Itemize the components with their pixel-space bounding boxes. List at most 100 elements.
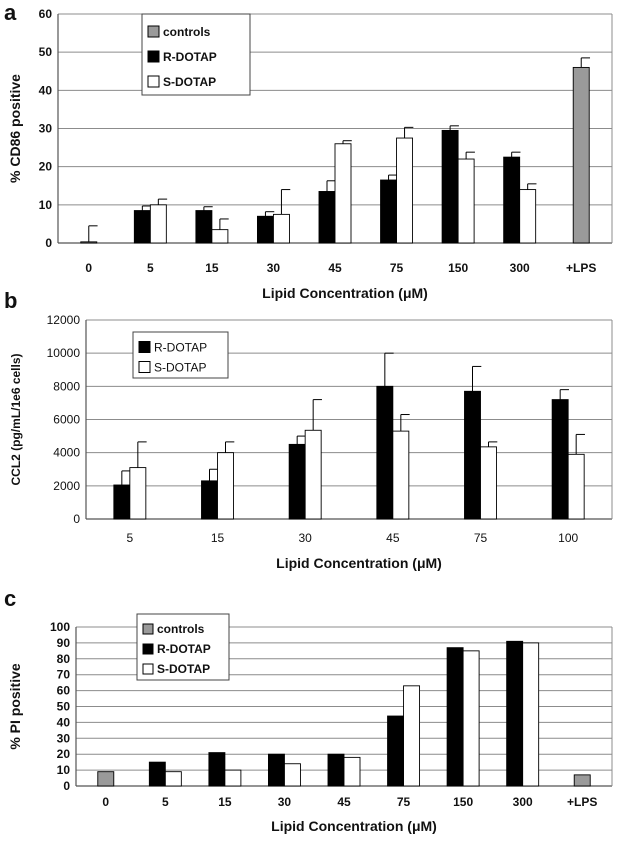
bar-R-DOTAP-75 bbox=[387, 715, 405, 787]
legend-swatch-controls bbox=[147, 25, 160, 38]
bar-R-DOTAP-75 bbox=[464, 390, 481, 520]
legend-swatch-R-DOTAP bbox=[138, 341, 151, 353]
x-tick-label: 30 bbox=[267, 261, 281, 275]
y-tick-label: 60 bbox=[39, 7, 53, 21]
bar-S-DOTAP-75 bbox=[396, 137, 414, 244]
y-tick-label: 80 bbox=[57, 652, 71, 666]
bar-R-DOTAP-75 bbox=[380, 179, 398, 244]
y-axis-title: CCL2 (pg/mL/1e6 cells) bbox=[9, 353, 23, 485]
panel-letter-c: c bbox=[4, 586, 16, 611]
y-tick-label: 0 bbox=[73, 512, 80, 526]
bar-R-DOTAP-15 bbox=[201, 480, 218, 520]
y-tick-label: 90 bbox=[57, 636, 71, 650]
x-tick-label: 5 bbox=[162, 795, 169, 809]
x-tick-label: 0 bbox=[85, 261, 92, 275]
y-tick-label: 0 bbox=[63, 779, 70, 793]
bar-S-DOTAP-30 bbox=[272, 213, 290, 244]
bar-controls-0 bbox=[80, 241, 98, 244]
bar-S-DOTAP-30 bbox=[304, 429, 322, 520]
legend-label-R-DOTAP: R-DOTAP bbox=[163, 50, 217, 64]
legend-label-S-DOTAP: S-DOTAP bbox=[157, 662, 210, 676]
bar-R-DOTAP-300 bbox=[506, 640, 524, 787]
y-tick-label: 30 bbox=[39, 122, 53, 136]
bar-R-DOTAP-5 bbox=[113, 484, 131, 520]
y-tick-label: 6000 bbox=[53, 413, 80, 427]
bar-R-DOTAP-30 bbox=[256, 215, 274, 244]
bar-R-DOTAP-30 bbox=[267, 753, 285, 787]
bar-controls-+LPS bbox=[572, 66, 590, 244]
bar-S-DOTAP-150 bbox=[457, 158, 475, 244]
bar-R-DOTAP-300 bbox=[503, 156, 521, 244]
y-tick-label: 100 bbox=[50, 620, 70, 634]
x-tick-label: +LPS bbox=[567, 795, 597, 809]
bar-S-DOTAP-300 bbox=[519, 189, 537, 244]
legend-label-S-DOTAP: S-DOTAP bbox=[154, 361, 206, 375]
bar-R-DOTAP-150 bbox=[441, 129, 459, 244]
x-axis-title: Lipid Concentration (μM) bbox=[262, 285, 428, 301]
bar-R-DOTAP-15 bbox=[208, 752, 226, 787]
legend-swatch-controls bbox=[142, 623, 154, 635]
legend-swatch-R-DOTAP bbox=[142, 643, 154, 655]
x-axis-title: Lipid Concentration (μM) bbox=[271, 818, 437, 834]
bar-S-DOTAP-100 bbox=[567, 453, 585, 520]
bar-S-DOTAP-75 bbox=[480, 446, 497, 520]
x-tick-label: 45 bbox=[386, 531, 400, 545]
y-axis-title: % CD86 positive bbox=[7, 74, 23, 183]
bar-R-DOTAP-45 bbox=[327, 753, 345, 787]
y-tick-label: 8000 bbox=[53, 379, 80, 393]
legend-label-R-DOTAP: R-DOTAP bbox=[157, 642, 211, 656]
bar-S-DOTAP-15 bbox=[217, 452, 234, 520]
bar-S-DOTAP-30 bbox=[283, 763, 301, 787]
y-tick-label: 12000 bbox=[47, 313, 81, 327]
y-tick-label: 40 bbox=[39, 83, 53, 97]
legend-label-R-DOTAP: R-DOTAP bbox=[154, 341, 207, 355]
x-tick-label: 75 bbox=[390, 261, 404, 275]
x-tick-label: 300 bbox=[510, 261, 530, 275]
x-tick-label: 75 bbox=[474, 531, 488, 545]
bar-S-DOTAP-45 bbox=[334, 143, 352, 244]
y-tick-label: 4000 bbox=[53, 446, 80, 460]
x-tick-label: +LPS bbox=[566, 261, 596, 275]
panel-b: b 0 2000 4000 6000 8000 10000 12000 5 15 30 45 75 10… bbox=[4, 288, 613, 571]
legend-label-controls: controls bbox=[157, 622, 205, 636]
legend-label-S-DOTAP: S-DOTAP bbox=[163, 75, 216, 89]
bar-R-DOTAP-45 bbox=[318, 191, 336, 244]
bar-R-DOTAP-100 bbox=[551, 399, 569, 520]
x-tick-label: 5 bbox=[147, 261, 154, 275]
bar-R-DOTAP-5 bbox=[133, 210, 151, 244]
x-tick-label: 75 bbox=[397, 795, 411, 809]
y-tick-label: 30 bbox=[57, 731, 71, 745]
y-tick-label: 60 bbox=[57, 684, 71, 698]
y-tick-label: 10 bbox=[39, 198, 53, 212]
bar-controls-+LPS bbox=[573, 774, 591, 787]
y-tick-label: 70 bbox=[57, 668, 71, 682]
x-tick-label: 15 bbox=[205, 261, 219, 275]
bar-R-DOTAP-30 bbox=[288, 443, 306, 520]
legend-swatch-S-DOTAP bbox=[142, 663, 154, 675]
x-tick-label: 15 bbox=[218, 795, 232, 809]
bar-R-DOTAP-5 bbox=[148, 761, 166, 787]
y-tick-label: 10 bbox=[57, 763, 71, 777]
legend-label-controls: controls bbox=[163, 25, 211, 39]
y-tick-label: 20 bbox=[57, 747, 71, 761]
bar-S-DOTAP-150 bbox=[462, 650, 480, 787]
bar-S-DOTAP-75 bbox=[403, 685, 421, 787]
x-tick-label: 150 bbox=[453, 795, 473, 809]
y-tick-label: 40 bbox=[57, 715, 71, 729]
y-tick-label: 0 bbox=[45, 236, 52, 250]
x-tick-label: 0 bbox=[102, 795, 109, 809]
bar-S-DOTAP-45 bbox=[392, 430, 410, 520]
panel-letter-a: a bbox=[4, 0, 17, 25]
x-tick-label: 150 bbox=[448, 261, 468, 275]
y-tick-label: 50 bbox=[57, 700, 71, 714]
x-tick-label: 300 bbox=[513, 795, 533, 809]
y-axis-title: % PI positive bbox=[7, 663, 23, 750]
x-tick-label: 5 bbox=[126, 531, 133, 545]
panel-a: a 0 10 20 30 40 50 60 0 5 15 30 45 75 150 300 +LPS Lipid… bbox=[4, 0, 613, 301]
x-tick-label: 100 bbox=[558, 531, 578, 545]
bar-R-DOTAP-15 bbox=[195, 210, 213, 244]
y-tick-label: 50 bbox=[39, 45, 53, 59]
bar-R-DOTAP-45 bbox=[376, 385, 394, 520]
bar-controls-0 bbox=[97, 771, 115, 787]
